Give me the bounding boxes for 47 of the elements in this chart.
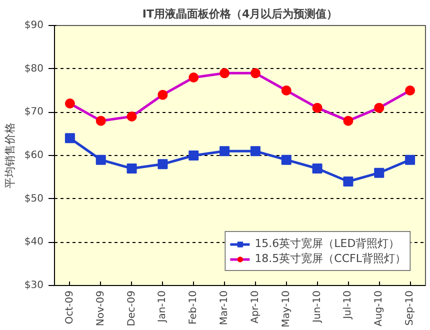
point [96, 154, 106, 165]
point [312, 102, 322, 113]
point [188, 150, 199, 160]
point [158, 90, 168, 100]
point [312, 164, 322, 174]
x-tick-label: Dec-09 [126, 290, 138, 326]
y-tick-label: $40 [24, 236, 44, 248]
point [405, 86, 416, 96]
chart-title: IT用液晶面板价格（4月以后为预测值） [142, 8, 338, 20]
point [374, 168, 384, 178]
point [250, 146, 260, 156]
y-axis-title: 平均销售价格 [3, 122, 16, 188]
point [64, 133, 75, 144]
point [281, 154, 292, 165]
point [374, 102, 384, 113]
point [220, 146, 230, 156]
point [96, 116, 106, 126]
x-tick-label: Apr-10 [250, 290, 261, 324]
x-tick-label: Jan-10 [157, 290, 168, 324]
point [405, 154, 416, 165]
y-tick-label: $60 [24, 150, 44, 161]
y-tick-label: $50 [24, 193, 44, 204]
point [220, 68, 230, 78]
y-tick-label: $80 [24, 63, 44, 74]
point [158, 159, 168, 170]
point [126, 112, 137, 122]
y-tick-label: $90 [24, 20, 44, 31]
y-tick-label: $70 [24, 106, 44, 118]
x-tick-label: Oct-09 [64, 290, 76, 324]
point [281, 86, 292, 96]
point [126, 164, 137, 174]
legend-label: 18.5英寸宽屏（CCFL背照灯） [254, 251, 406, 266]
point [64, 98, 75, 108]
point [250, 68, 260, 78]
legend-label: 15.6英寸宽屏（LED背照灯） [254, 236, 400, 251]
y-tick-label: $30 [24, 280, 44, 291]
point [343, 176, 354, 186]
point [343, 116, 354, 126]
x-tick-label: Aug-10 [374, 290, 385, 326]
x-tick-label: Mar-10 [219, 290, 230, 326]
x-tick-label: Feb-10 [188, 290, 200, 325]
x-tick-label: May-10 [280, 290, 292, 328]
x-tick-label: Sep-10 [404, 290, 416, 326]
x-tick-label: Nov-09 [95, 290, 106, 326]
x-tick-label: Jul-10 [342, 290, 354, 320]
point [188, 72, 199, 82]
x-tick-label: Jun-10 [312, 290, 323, 324]
